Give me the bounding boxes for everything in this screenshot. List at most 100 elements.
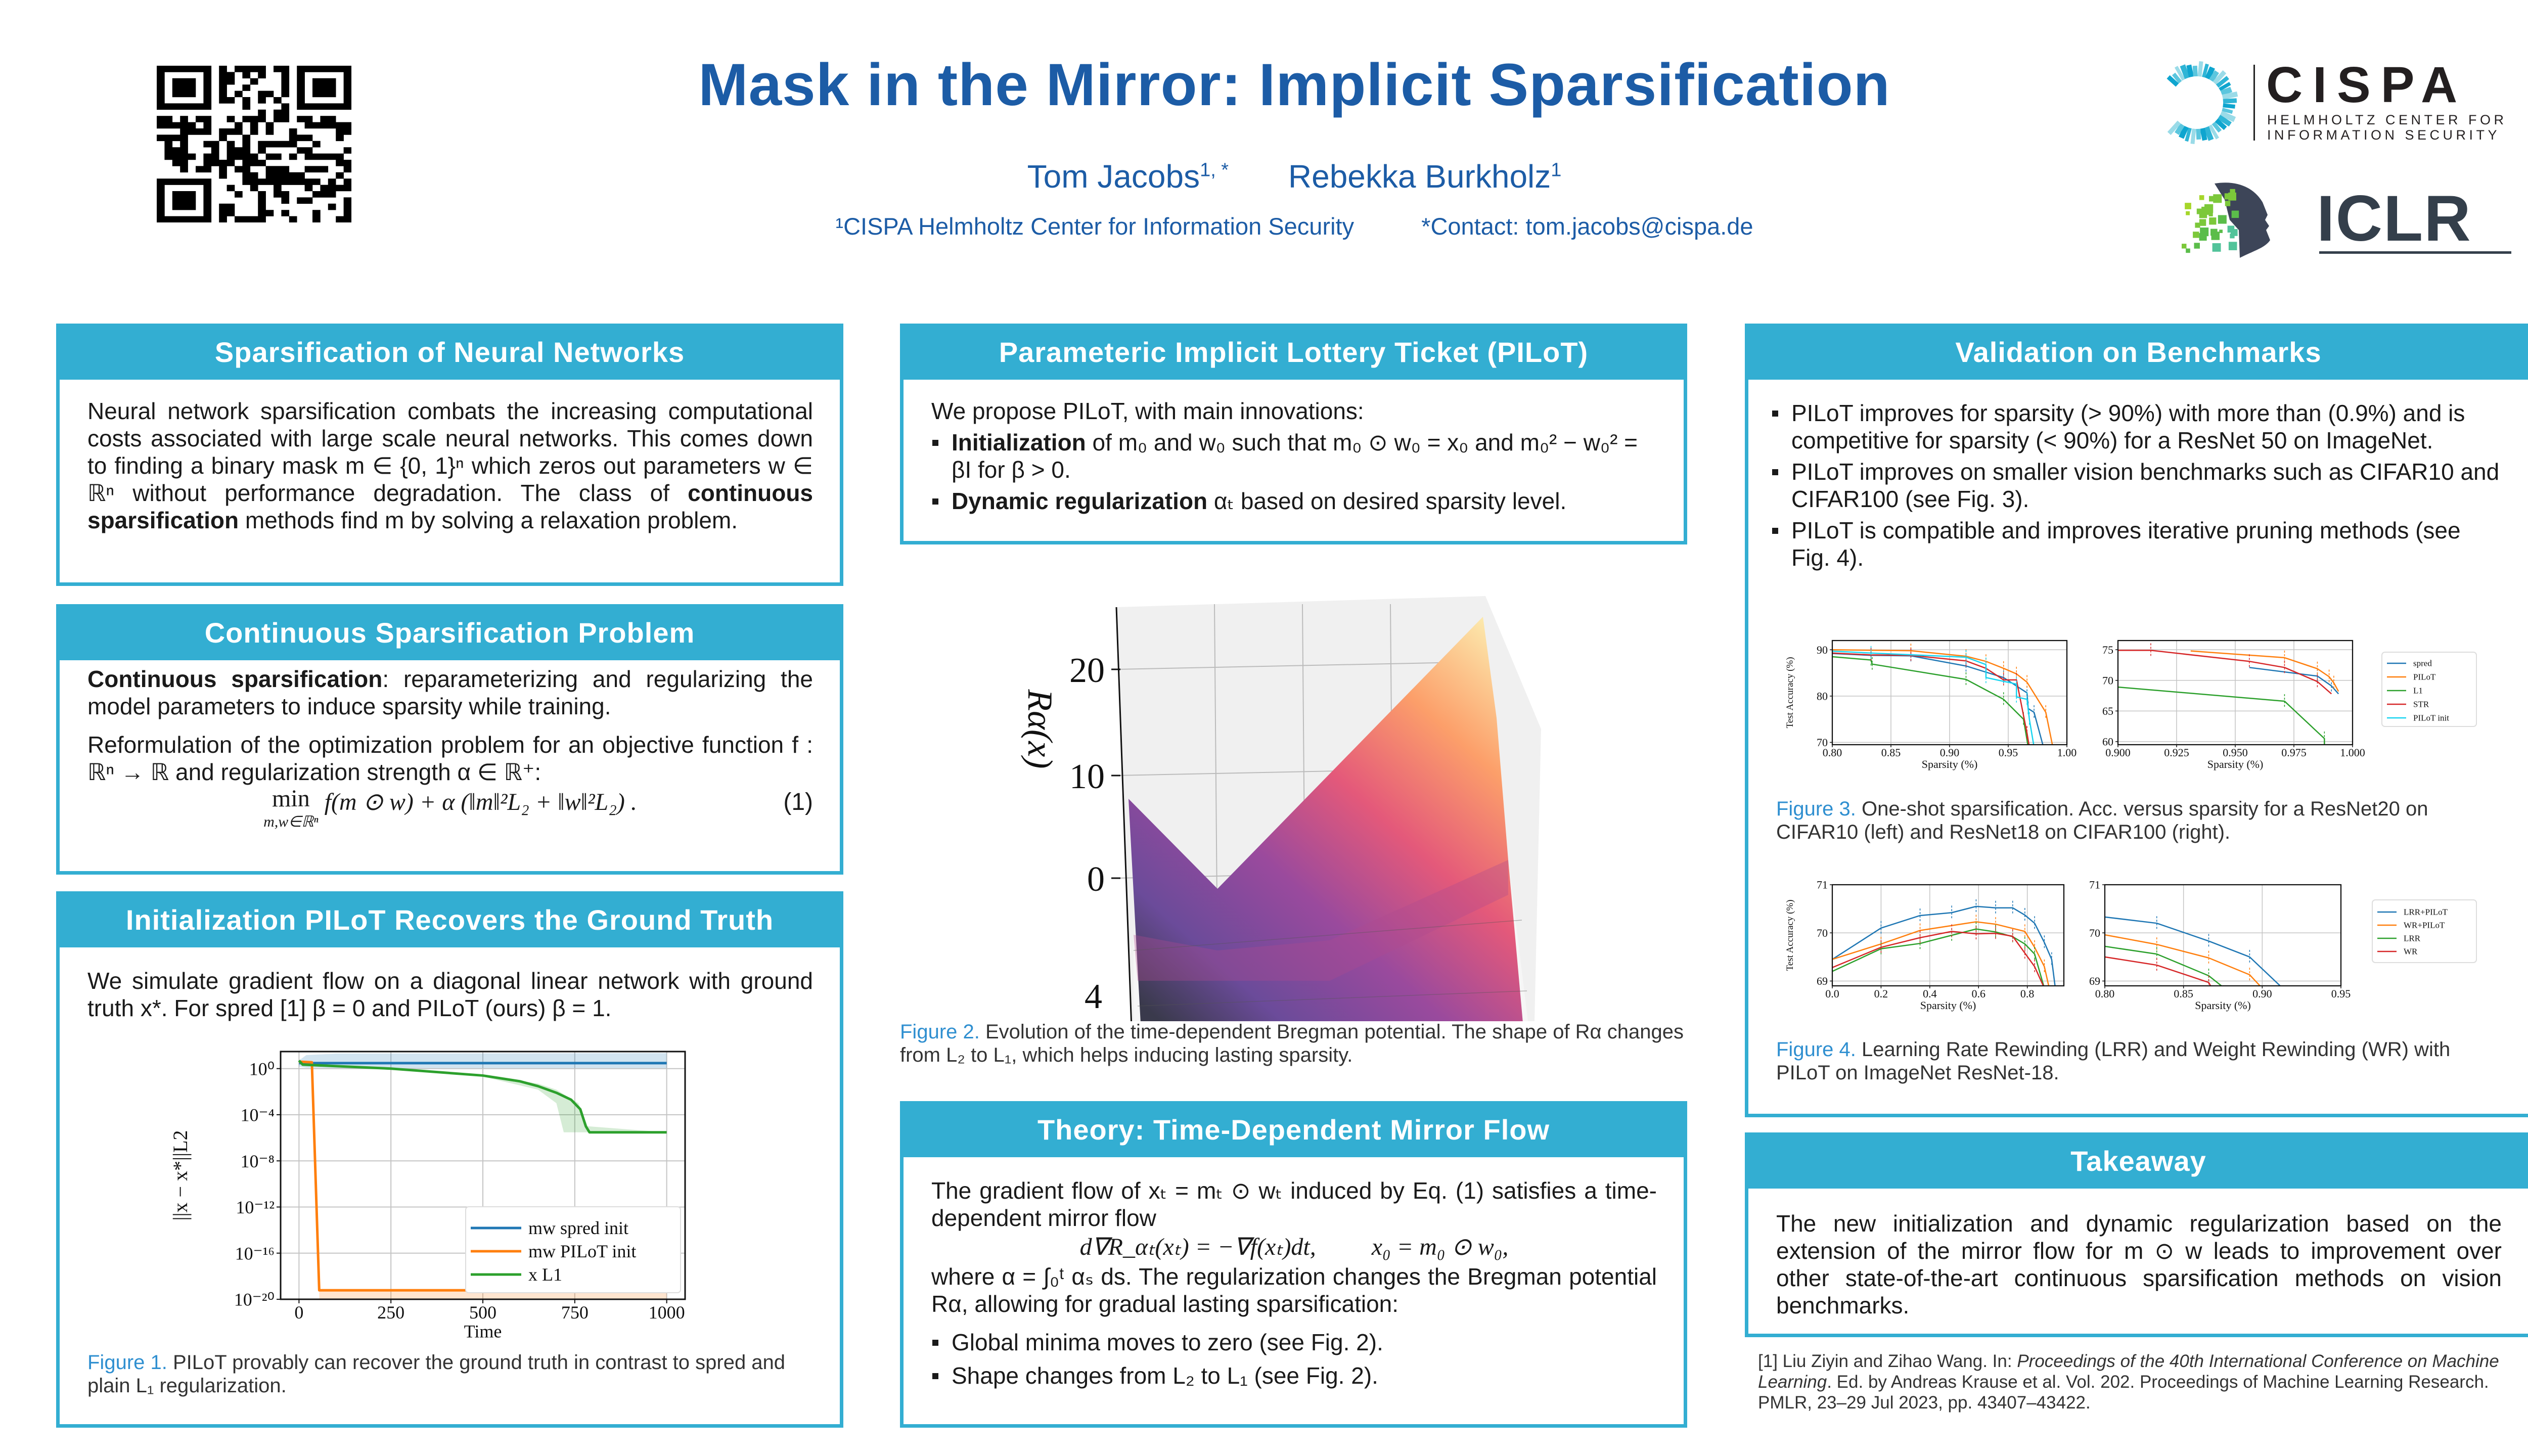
x-tick-label: 0.95	[2331, 987, 2351, 1000]
sparsification-text: Neural network sparsification combats th…	[87, 397, 813, 534]
eq-min: min	[272, 785, 310, 812]
text: methods find m by solving a relaxation p…	[239, 507, 738, 533]
pixel-square	[2213, 194, 2222, 203]
confidence-band	[299, 1053, 667, 1068]
ring-segment	[2190, 128, 2196, 144]
pixel-square	[2231, 210, 2239, 218]
caption-text: PILoT provably can recover the ground tr…	[87, 1351, 786, 1397]
eq-body: f(m ⊙ w) + α (‖m‖²L₂ + ‖w‖²L₂) .	[324, 789, 637, 815]
x-tick-label: 0.2	[1874, 987, 1888, 1000]
pixel-square	[2186, 248, 2190, 253]
series-line-spred	[2249, 667, 2339, 695]
series-line-lrr	[2105, 945, 2223, 986]
figure-4-caption: Figure 4. Learning Rate Rewinding (LRR) …	[1776, 1038, 2507, 1084]
list-item: Dynamic regularization αₜ based on desir…	[931, 487, 1657, 515]
iclr-underline	[2319, 251, 2511, 254]
pixel-square	[2228, 242, 2237, 250]
pixel-square	[2212, 243, 2221, 252]
ring-segment	[2219, 81, 2231, 92]
mirror-flow-equation: d∇R_αₜ(xₜ) = −∇f(xₜ)dt, x₀ = m₀ ⊙ w₀,	[931, 1234, 1657, 1261]
panel-title: Continuous Sparsification Problem	[60, 608, 840, 660]
text: Liu Ziyin and Zihao Wang. In:	[1777, 1351, 2017, 1371]
x-tick-label: 1.00	[2057, 746, 2077, 759]
panel-initialization: Initialization PILoT Recovers the Ground…	[56, 891, 843, 1428]
ring-segment	[2175, 123, 2185, 135]
pixel-square	[2211, 232, 2220, 240]
y-tick-label: 10⁰	[249, 1059, 275, 1079]
ring-segment	[2222, 108, 2233, 114]
panel-title: Initialization PILoT Recovers the Ground…	[60, 895, 840, 947]
panel-title: Takeaway	[1748, 1136, 2528, 1189]
ring-segment	[2203, 126, 2214, 141]
x-axis-label: Sparsity (%)	[1920, 999, 1976, 1012]
y-tick-label: 71	[1817, 879, 1828, 891]
panel-continuous-problem: Continuous Sparsification Problem	[56, 604, 843, 875]
cispa-subtitle-1: HELMHOLTZ CENTER FOR	[2267, 112, 2507, 127]
figure-1-caption: Figure 1. PILoT provably can recover the…	[87, 1351, 813, 1397]
iclr-logo: ICLR	[2179, 179, 2528, 260]
list-item: Global minima moves to zero (see Fig. 2)…	[931, 1329, 1657, 1356]
x-tick-label: 0.925	[2164, 746, 2189, 759]
affiliation: ¹CISPA Helmholtz Center for Information …	[835, 213, 1355, 240]
qr-modules	[157, 66, 351, 222]
ring-segment	[2166, 75, 2179, 87]
caption-text: Learning Rate Rewinding (LRR) and Weight…	[1776, 1038, 2451, 1084]
pixel-square	[2218, 215, 2227, 224]
x-tick-label: 1.000	[2340, 746, 2365, 759]
cispa-wordmark: CISPA	[2266, 57, 2468, 113]
legend-label: PILoT init	[2413, 713, 2449, 723]
y-tick-label: 69	[2089, 975, 2100, 987]
ring-segment	[2211, 121, 2222, 133]
legend-label: mw PILoT init	[528, 1241, 636, 1261]
figure-label: Figure 3.	[1776, 798, 1856, 820]
x-tick-label: 0.950	[2223, 746, 2248, 759]
iclr-head-icon	[2182, 183, 2270, 258]
series-line-lrr-pilot	[1832, 905, 2056, 986]
panel-title: Validation on Benchmarks	[1748, 327, 2528, 380]
legend-box	[2381, 652, 2477, 727]
figure-3-caption: Figure 3. One-shot sparsification. Acc. …	[1776, 797, 2507, 844]
equation-1: min m,w∈ℝⁿ f(m ⊙ w) + α (‖m‖²L₂ + ‖w‖²L₂)…	[87, 787, 813, 832]
plot-area	[1832, 899, 2056, 986]
series-line-lrr	[1832, 928, 2045, 986]
ring-segment	[2185, 127, 2192, 142]
axes-frame	[2117, 640, 2354, 746]
legend-box	[2372, 899, 2477, 963]
list-item: PILoT is compatible and improves iterati…	[1771, 517, 2502, 571]
list-item: Shape changes from L₂ to L₁ (see Fig. 2)…	[931, 1362, 1657, 1389]
list-item: PILoT improves for sparsity (> 90%) with…	[1771, 399, 2502, 454]
panel-validation: Validation on Benchmarks	[1745, 324, 2528, 1117]
series-line-pilot-init	[1832, 650, 2035, 745]
legend-label: STR	[2413, 700, 2429, 709]
panel-title: Parameteric Implicit Lottery Ticket (PIL…	[904, 327, 1684, 380]
pixel-square	[2230, 189, 2235, 195]
x-tick-label: 0.4	[1923, 987, 1937, 1000]
x-tick-label: 0.900	[2105, 746, 2131, 759]
axes-frame	[2104, 884, 2342, 987]
author-name: Rebekka Burkholz	[1288, 158, 1551, 195]
y-tick-label: 10⁻²⁰	[234, 1290, 275, 1310]
reference-number: [1]	[1758, 1351, 1778, 1371]
legend-label: LRR+PILoT	[2404, 907, 2448, 917]
bold-term: Continuous sparsification	[87, 666, 383, 692]
x-axis-label: Sparsity (%)	[2195, 999, 2251, 1012]
legend-label: LRR	[2404, 934, 2421, 943]
pixel-square	[2200, 228, 2209, 237]
pixel-square	[2228, 192, 2236, 201]
legend-label: WR+PILoT	[2404, 921, 2445, 930]
contact: *Contact: tom.jacobs@cispa.de	[1421, 213, 1753, 240]
z-tick-label: 10	[1069, 757, 1105, 796]
bold-term: continuous sparsification	[87, 480, 813, 533]
pixel-square	[2209, 196, 2215, 202]
validation-text: PILoT improves for sparsity (> 90%) with…	[1771, 399, 2502, 575]
x-axis-label: Sparsity (%)	[1922, 758, 1978, 770]
text: Neural network sparsification combats th…	[87, 398, 813, 506]
axes-frame	[1831, 640, 2068, 746]
text: of m₀ and w₀ such that m₀ ⊙ w₀ = x₀ and …	[952, 429, 1638, 483]
ring-segment	[2199, 127, 2207, 141]
x-tick-label: 0.8	[2020, 987, 2035, 1000]
figure-4-chart: 0.0 0.2 0.4 0.6 0.8 69 70 71 Sparsity (%) Test Ac…	[1785, 879, 2477, 1012]
y-tick-label: 10⁻⁴	[240, 1105, 275, 1125]
alpha-tick-label: 4	[1085, 977, 1102, 1016]
pixel-square	[2194, 243, 2200, 249]
